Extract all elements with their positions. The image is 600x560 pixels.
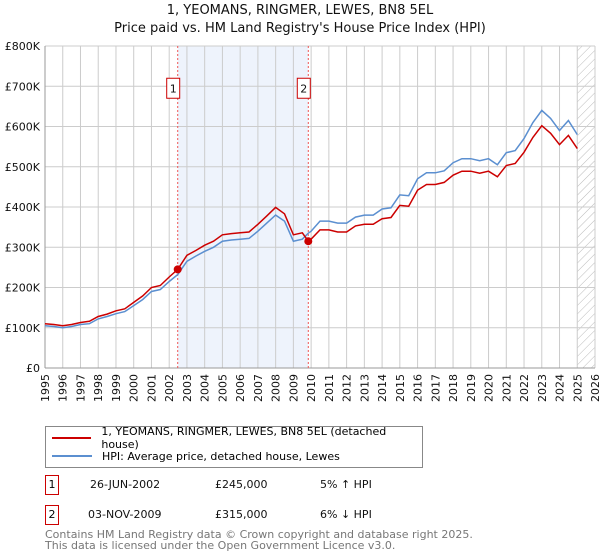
hpi-line — [44, 109, 578, 329]
sale-badge — [166, 77, 181, 99]
sale-badge — [296, 77, 311, 99]
x-tick-label: 2021 — [500, 374, 513, 402]
transaction-price: £245,000 — [215, 478, 268, 491]
sale-point — [173, 265, 182, 274]
legend-hpi: HPI: Average price, detached house, Lewe… — [102, 449, 340, 463]
footer-copyright: Contains HM Land Registry data © Crown c… — [45, 528, 473, 541]
x-tick-label: 1998 — [92, 374, 105, 402]
x-tick-label: 2004 — [199, 374, 212, 402]
x-tick-label: 2007 — [252, 374, 265, 402]
y-tick-label: £200K — [5, 282, 41, 295]
chart-title: 1, YEOMANS, RINGMER, LEWES, BN8 5EL — [166, 3, 434, 18]
x-tick-label: 2003 — [181, 374, 194, 402]
transaction-hpi: 5% ↑ HPI — [320, 478, 372, 491]
x-tick-label: 2023 — [536, 374, 549, 402]
x-tick-label: 2001 — [145, 374, 158, 402]
legend-property: 1, YEOMANS, RINGMER, LEWES, BN8 5EL (det… — [101, 425, 387, 451]
marker-badge: 2 — [45, 505, 59, 525]
x-tick-label: 2000 — [128, 374, 141, 402]
property-line-swatch — [52, 437, 92, 439]
footer-licence: This data is licensed under the Open Gov… — [45, 539, 396, 552]
x-tick-label: 2010 — [305, 374, 318, 402]
x-tick-label: 2019 — [465, 374, 478, 402]
hpi-line-swatch — [52, 455, 92, 457]
y-tick-label: £700K — [5, 80, 41, 93]
x-tick-label: 2013 — [358, 374, 371, 402]
y-tick-label: £600K — [5, 121, 41, 134]
x-tick-label: 2014 — [376, 374, 389, 402]
y-tick-label: £300K — [5, 241, 41, 254]
marker-badge: 1 — [45, 475, 59, 495]
x-tick-label: 2005 — [216, 374, 229, 402]
sale-point — [304, 237, 313, 246]
footer: Contains HM Land Registry data © Crown c… — [45, 529, 473, 551]
x-tick-label: 2012 — [341, 374, 354, 402]
x-tick-label: 2008 — [270, 374, 283, 402]
x-tick-label: 2006 — [234, 374, 247, 402]
y-tick-label: £400K — [5, 201, 41, 214]
x-tick-label: 2026 — [589, 374, 600, 402]
transaction-price: £315,000 — [215, 508, 268, 521]
transaction-date: 03-NOV-2009 — [88, 508, 162, 521]
x-tick-label: 2018 — [447, 374, 460, 402]
x-tick-label: 1999 — [110, 374, 123, 402]
x-tick-label: 2020 — [483, 374, 496, 402]
x-tick-label: 2016 — [412, 374, 425, 402]
x-tick-label: 2011 — [323, 374, 336, 402]
x-tick-label: 1995 — [39, 374, 52, 402]
x-tick-label: 2025 — [571, 374, 584, 402]
x-tick-label: 2002 — [163, 374, 176, 402]
price-chart: 1995 1996 1997 1998 1999 2000 2001 2002 2003 2004… — [5, 40, 600, 402]
sale-badge-label: 1 — [170, 82, 177, 95]
legend: 1, YEOMANS, RINGMER, LEWES, BN8 5EL (det… — [45, 425, 423, 468]
transaction-date: 26-JUN-2002 — [90, 478, 161, 491]
x-tick-label: 2024 — [554, 374, 567, 402]
y-tick-label: £800K — [5, 40, 41, 53]
x-tick-label: 2017 — [429, 374, 442, 402]
chart-subtitle: Price paid vs. HM Land Registry's House … — [114, 21, 486, 36]
x-tick-label: 1997 — [74, 374, 87, 402]
y-tick-label: £100K — [5, 322, 41, 335]
x-tick-label: 1996 — [57, 374, 70, 402]
sale-badge-label: 2 — [300, 82, 307, 95]
x-tick-label: 2015 — [394, 374, 407, 402]
y-tick-label: £0 — [26, 362, 40, 375]
x-tick-label: 2022 — [518, 374, 531, 402]
x-tick-label: 2009 — [287, 374, 300, 402]
transaction-hpi: 6% ↓ HPI — [320, 508, 372, 521]
y-tick-label: £500K — [5, 161, 41, 174]
